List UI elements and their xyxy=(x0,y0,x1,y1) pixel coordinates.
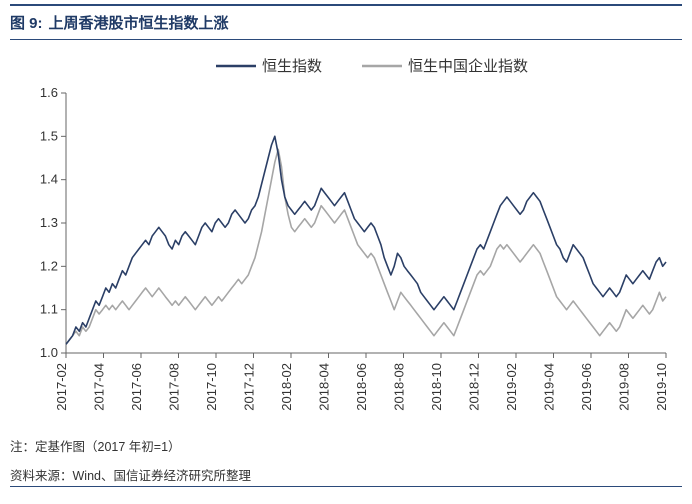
y-tick-label: 1.2 xyxy=(40,258,58,273)
x-tick-label: 2017-06 xyxy=(129,363,144,411)
x-tick-label: 2018-06 xyxy=(354,363,369,411)
x-tick-label: 2019-10 xyxy=(654,363,669,411)
figure-frame: 图 9: 上周香港股市恒生指数上涨 1.0 1.1 1.2 1.3 1.4 1.5 1.6 2… xyxy=(0,0,692,504)
figure-title: 上周香港股市恒生指数上涨 xyxy=(49,12,229,33)
x-tick-label: 2017-10 xyxy=(204,363,219,411)
x-tick-label: 2019-08 xyxy=(617,363,632,411)
x-tick-label: 2017-04 xyxy=(92,363,107,411)
y-tick-label: 1.6 xyxy=(40,85,58,100)
x-tick-label: 2019-04 xyxy=(542,363,557,411)
figure-label: 图 9: xyxy=(10,12,43,33)
chart: 1.0 1.1 1.2 1.3 1.4 1.5 1.6 2017-02 2017-04 2017-… xyxy=(16,48,676,428)
x-tick-label: 2017-12 xyxy=(242,363,257,411)
x-tick-label: 2018-08 xyxy=(392,363,407,411)
footnote: 注：定基作图（2017 年初=1） xyxy=(10,436,682,455)
title-row: 图 9: 上周香港股市恒生指数上涨 xyxy=(10,4,682,40)
legend-label: 恒生指数 xyxy=(262,58,322,75)
y-tick-label: 1.1 xyxy=(40,302,58,317)
x-tick-label: 2017-08 xyxy=(167,363,182,411)
y-tick-label: 1.5 xyxy=(40,128,58,143)
y-tick-label: 1.3 xyxy=(40,215,58,230)
x-tick-label: 2018-04 xyxy=(317,363,332,411)
series-line xyxy=(66,136,666,344)
y-tick-label: 1.0 xyxy=(40,345,58,360)
chart-svg: 1.0 1.1 1.2 1.3 1.4 1.5 1.6 2017-02 2017-04 2017-… xyxy=(16,48,676,428)
source: 资料来源：Wind、国信证券经济研究所整理 xyxy=(10,465,682,487)
x-tick-label: 2019-02 xyxy=(504,363,519,411)
x-tick-label: 2017-02 xyxy=(54,363,69,411)
x-tick-label: 2018-12 xyxy=(467,363,482,411)
x-tick-label: 2018-10 xyxy=(429,363,444,411)
y-tick-label: 1.4 xyxy=(40,172,58,187)
x-tick-label: 2018-02 xyxy=(279,363,294,411)
legend-label: 恒生中国企业指数 xyxy=(408,57,528,75)
x-tick-label: 2019-06 xyxy=(579,363,594,411)
series-line xyxy=(66,149,666,344)
